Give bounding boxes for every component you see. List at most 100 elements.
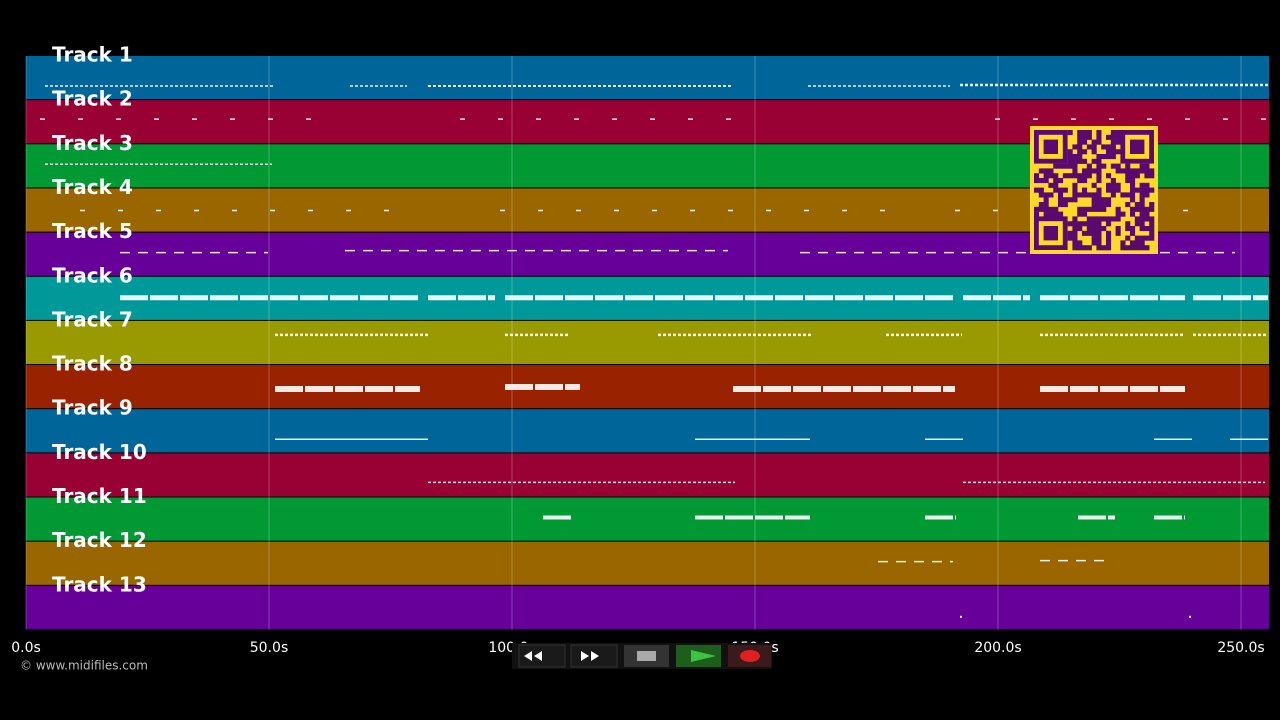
qr-module <box>1144 173 1150 179</box>
qr-module <box>1149 221 1155 227</box>
qr-module <box>1115 187 1121 193</box>
qr-module <box>1149 235 1155 241</box>
qr-module <box>1115 130 1121 136</box>
qr-module <box>1139 211 1145 217</box>
qr-module <box>1139 202 1145 208</box>
qr-module <box>1106 182 1112 188</box>
qr-module <box>1115 163 1121 169</box>
qr-module <box>1101 216 1107 222</box>
qr-module <box>1096 235 1102 241</box>
qr-module <box>1106 173 1112 179</box>
qr-module <box>1110 154 1116 160</box>
track-label: Track 6 <box>52 263 133 287</box>
qr-module <box>1106 197 1112 203</box>
qr-module <box>1125 221 1131 227</box>
qr-finder <box>1120 129 1155 164</box>
qr-module <box>1130 226 1136 232</box>
qr-module <box>1077 206 1083 212</box>
qr-module <box>1091 221 1097 227</box>
forward-button[interactable] <box>570 644 618 668</box>
qr-module <box>1096 192 1102 198</box>
qr-module <box>1082 192 1088 198</box>
qr-module <box>1130 178 1136 184</box>
qr-module <box>1072 226 1078 232</box>
rewind-button[interactable] <box>518 644 566 668</box>
track-band <box>26 497 1269 541</box>
record-button[interactable] <box>728 645 771 667</box>
qr-module <box>1139 187 1145 193</box>
qr-module <box>1139 235 1145 241</box>
qr-module <box>1062 173 1068 179</box>
qr-module <box>1115 168 1121 174</box>
qr-module <box>1091 206 1097 212</box>
qr-module <box>1134 206 1140 212</box>
qr-module <box>1086 163 1092 169</box>
qr-module <box>1139 182 1145 188</box>
qr-module <box>1130 230 1136 236</box>
qr-module <box>1096 230 1102 236</box>
rewind-icon <box>524 651 542 661</box>
qr-module <box>1144 235 1150 241</box>
qr-module <box>1106 245 1112 251</box>
play-button[interactable] <box>676 645 721 667</box>
qr-module <box>1125 202 1131 208</box>
qr-module <box>1144 168 1150 174</box>
qr-module <box>1110 130 1116 136</box>
qr-module <box>1072 245 1078 251</box>
qr-module <box>1144 163 1150 169</box>
qr-module <box>1086 192 1092 198</box>
qr-module <box>1086 130 1092 136</box>
qr-module <box>1038 192 1044 198</box>
qr-module <box>1139 216 1145 222</box>
track-band <box>26 320 1269 365</box>
qr-module <box>1067 154 1073 160</box>
qr-module <box>1053 206 1059 212</box>
qr-module <box>1072 192 1078 198</box>
qr-module <box>1149 230 1155 236</box>
qr-module <box>1149 187 1155 193</box>
qr-module <box>1072 158 1078 164</box>
qr-module <box>1110 149 1116 155</box>
qr-module <box>1091 144 1097 150</box>
qr-module <box>1096 134 1102 140</box>
qr-module <box>1043 202 1049 208</box>
qr-module <box>1120 192 1126 198</box>
track-band <box>26 409 1269 453</box>
qr-module <box>1086 206 1092 212</box>
qr-module <box>1077 178 1083 184</box>
qr-module <box>1144 245 1150 251</box>
qr-module <box>1106 235 1112 241</box>
qr-module <box>1043 168 1049 174</box>
qr-module <box>1130 211 1136 217</box>
qr-module <box>1038 202 1044 208</box>
qr-module <box>1048 168 1054 174</box>
qr-module <box>1106 144 1112 150</box>
qr-module <box>1034 173 1040 179</box>
qr-module <box>1048 211 1054 217</box>
qr-module <box>1058 187 1064 193</box>
stop-icon <box>637 651 656 661</box>
qr-module <box>1101 163 1107 169</box>
stop-button[interactable] <box>624 645 669 667</box>
qr-module <box>1096 187 1102 193</box>
qr-module <box>1110 182 1116 188</box>
qr-module <box>1077 144 1083 150</box>
qr-module <box>1043 211 1049 217</box>
track-label: Track 2 <box>52 87 133 111</box>
qr-module <box>1144 187 1150 193</box>
qr-module <box>1048 173 1054 179</box>
qr-module <box>1072 182 1078 188</box>
qr-module <box>1096 206 1102 212</box>
qr-module <box>1053 187 1059 193</box>
time-tick-label: 50.0s <box>250 640 288 656</box>
track-label: Track 3 <box>52 131 133 155</box>
track-band <box>26 585 1269 629</box>
track-label: Track 1 <box>52 43 133 67</box>
qr-module <box>1077 173 1083 179</box>
qr-module <box>1130 245 1136 251</box>
qr-module <box>1086 216 1092 222</box>
qr-module <box>1101 154 1107 160</box>
qr-module <box>1130 192 1136 198</box>
qr-module <box>1096 216 1102 222</box>
